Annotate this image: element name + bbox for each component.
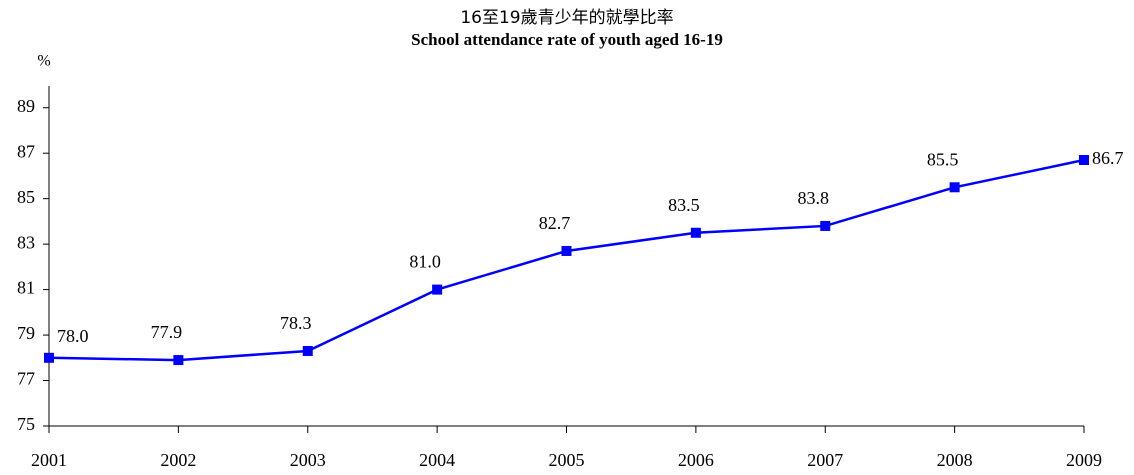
marker xyxy=(1079,155,1089,166)
y-tick-label: 81 xyxy=(17,278,35,298)
marker xyxy=(173,355,184,366)
marker xyxy=(690,227,701,238)
x-tick-label: 2003 xyxy=(290,450,326,470)
y-tick-label: 87 xyxy=(17,141,35,161)
x-tick-label: 2007 xyxy=(807,450,843,470)
y-tick-label: 89 xyxy=(17,96,35,116)
marker xyxy=(561,245,572,256)
data-label: 78.3 xyxy=(280,313,312,333)
chart-title: 16至19歲青少年的就學比率 xyxy=(460,8,673,28)
y-tick-label: 77 xyxy=(17,369,35,389)
y-tick-label: 79 xyxy=(17,323,35,343)
marker xyxy=(820,220,831,231)
chart-subtitle: School attendance rate of youth aged 16-… xyxy=(411,30,723,49)
data-label: 85.5 xyxy=(927,149,959,169)
x-tick-label: 2009 xyxy=(1066,450,1102,470)
marker xyxy=(44,352,54,363)
x-tick-label: 2002 xyxy=(160,450,196,470)
marker xyxy=(302,345,313,356)
data-label: 78.0 xyxy=(57,326,89,346)
data-label: 77.9 xyxy=(151,322,183,342)
y-tick-label: 75 xyxy=(17,414,35,434)
data-label: 82.7 xyxy=(539,213,571,233)
marker xyxy=(949,182,960,193)
x-tick-label: 2008 xyxy=(937,450,973,470)
data-label: 81.0 xyxy=(409,252,441,272)
data-label: 86.7 xyxy=(1092,148,1124,168)
line xyxy=(48,158,1085,362)
data-label: 83.8 xyxy=(798,188,830,208)
x-tick-label: 2004 xyxy=(419,450,455,470)
x-tick-label: 2001 xyxy=(31,450,67,470)
marker xyxy=(432,284,443,295)
data-label: 83.5 xyxy=(668,195,700,215)
y-axis-label: % xyxy=(37,53,50,70)
x-tick-label: 2006 xyxy=(678,450,714,470)
y-tick-label: 83 xyxy=(17,232,35,252)
y-tick-label: 85 xyxy=(17,187,35,207)
x-tick-label: 2005 xyxy=(549,450,585,470)
